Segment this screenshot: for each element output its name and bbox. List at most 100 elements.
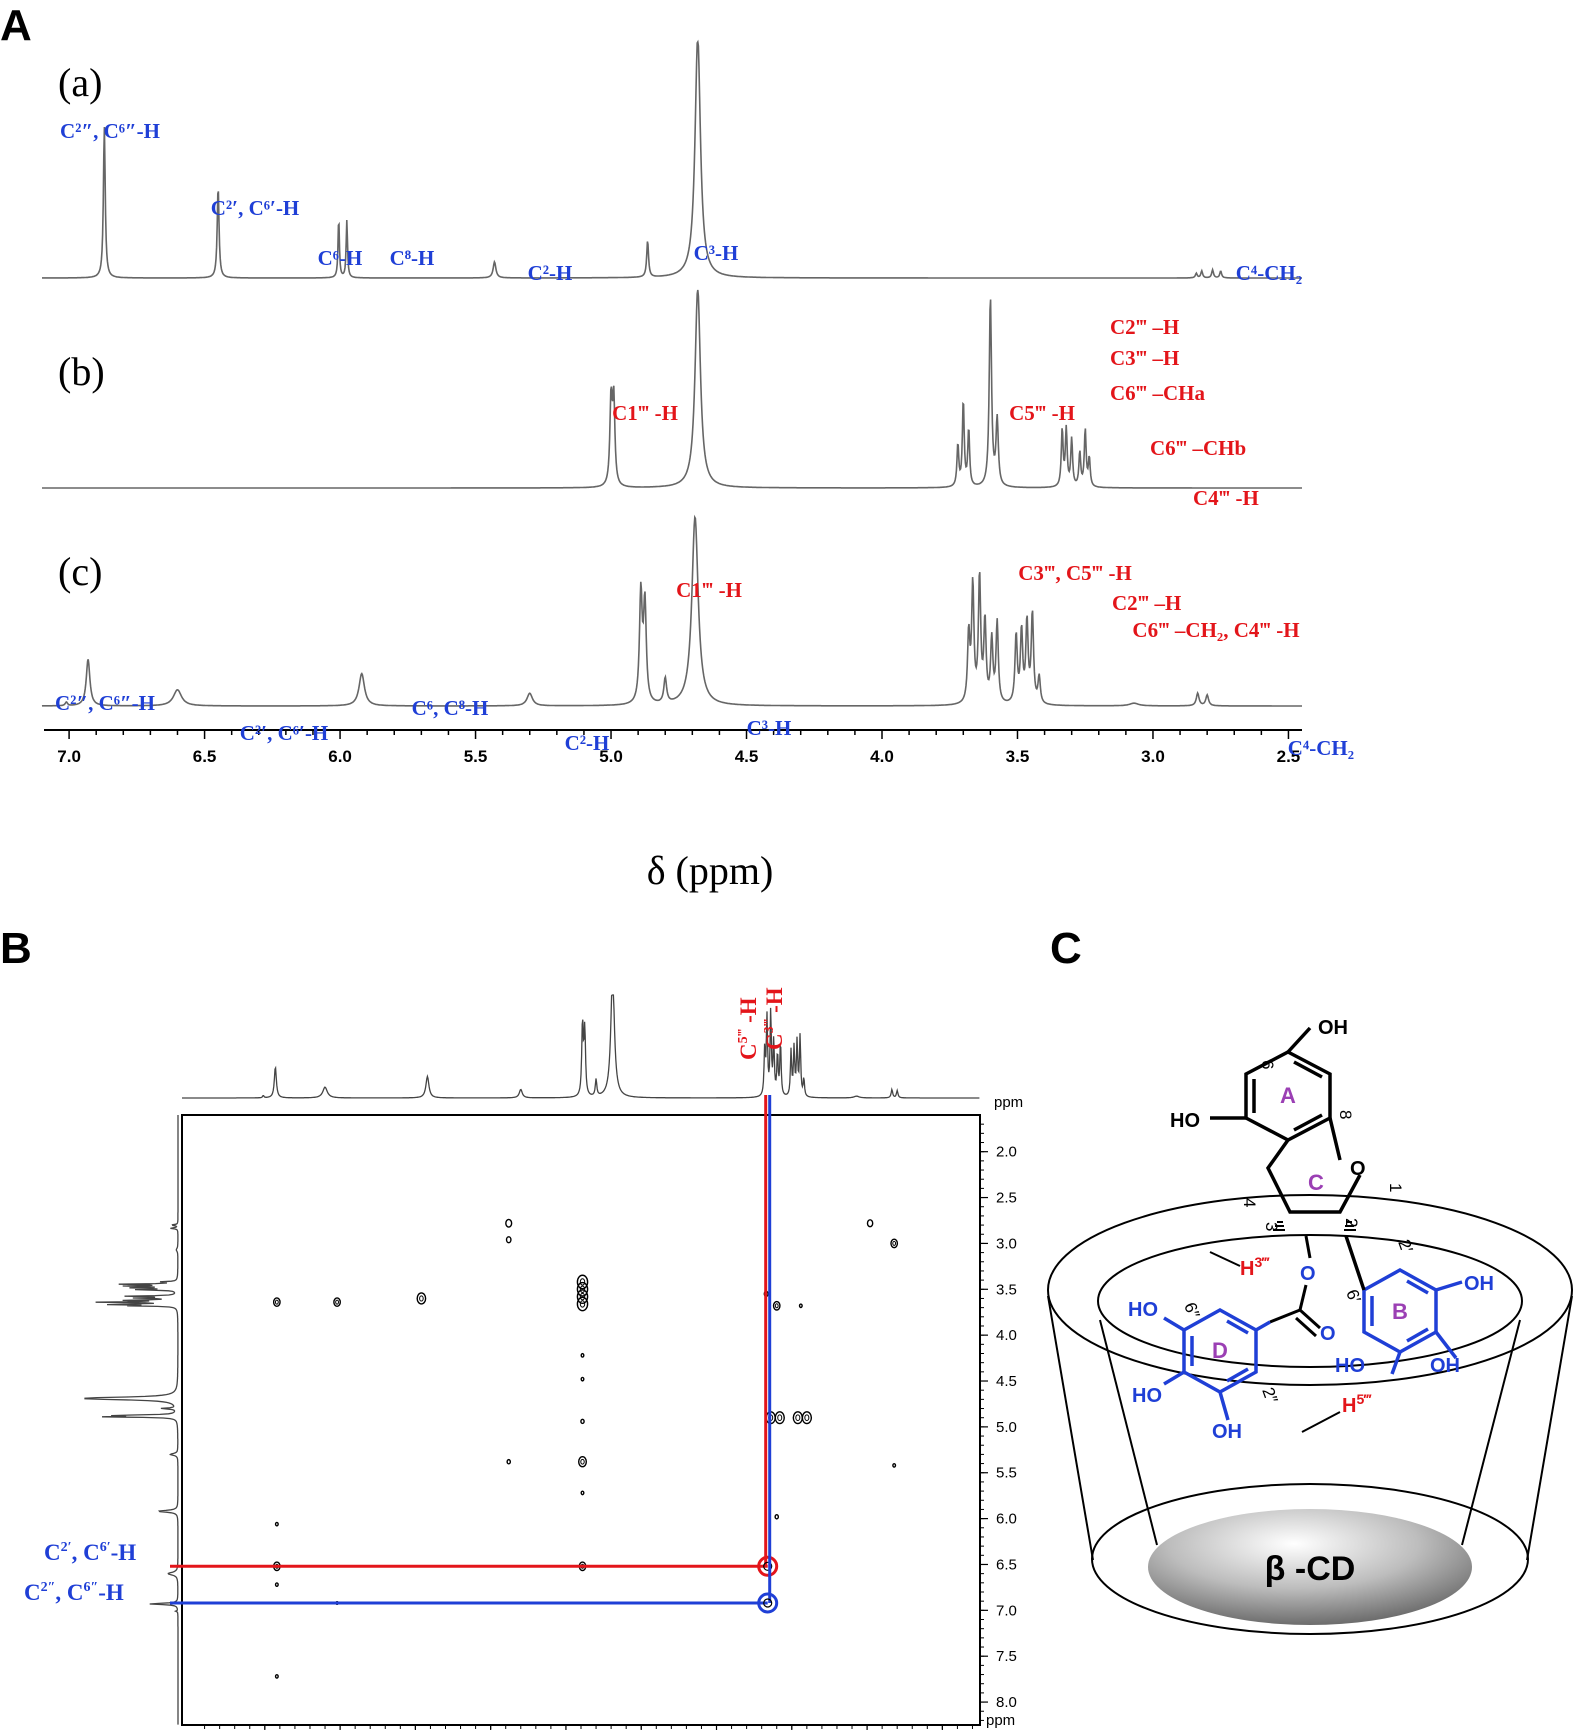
spectrum-c [41, 514, 1302, 707]
peak-annotation: C1‴ -H [612, 401, 678, 425]
panel-b-label-c2pp-c6pp: C2″, C6″-H [24, 1580, 124, 1605]
panel-c-inclusion-complex: β -CD OH HO O A C 6 8 1 2 3 4 [1047, 1017, 1573, 1635]
crosspeak [576, 1281, 589, 1297]
ester-bonds [1269, 1235, 1322, 1338]
spectrum-a [42, 39, 1302, 279]
y-tick-label: 4.5 [996, 1373, 1017, 1390]
crosspeak [333, 1297, 341, 1308]
crosspeak [798, 1303, 803, 1309]
panel-b-ppm-unit-bottom: ppm [986, 1712, 1015, 1729]
y-tick-label: 3.5 [996, 1281, 1017, 1298]
crosspeak [272, 1297, 281, 1308]
svg-text:C3‴ -H: C3‴ -H [762, 987, 787, 1050]
peak-annotation: C²-H [528, 261, 573, 285]
crosspeak [892, 1463, 897, 1468]
peak-annotation: C⁸-H [390, 246, 435, 270]
peak-annotation: C⁴-CH₂ [1288, 736, 1354, 760]
crosspeak [274, 1521, 279, 1527]
crosspeak [506, 1458, 512, 1465]
peak-annotation: C⁴-CH₂ [1236, 261, 1302, 285]
atom-b-oh1: OH [1464, 1273, 1494, 1295]
panel-a-x-axis-title: δ (ppm) [647, 848, 774, 893]
atom-d-oh: OH [1212, 1421, 1242, 1443]
peak-annotation: C²″, C⁶″-H [60, 119, 160, 143]
crosspeak [576, 1289, 589, 1305]
peak-annotation: C2‴ –H [1110, 315, 1179, 339]
crosspeak [890, 1238, 899, 1249]
ring-c-label: C [1308, 1170, 1324, 1195]
panel-b-label-c2p-c6p: C2′, C6′-H [44, 1540, 136, 1565]
peak-annotation: C6‴ –CHa [1110, 381, 1206, 405]
y-tick-label: 2.0 [996, 1144, 1017, 1161]
y-tick-label: 5.0 [996, 1419, 1017, 1436]
x-tick-label: 4.5 [735, 747, 759, 766]
crosspeak [576, 1274, 589, 1290]
ring-d-label: D [1212, 1338, 1228, 1363]
crosspeak [774, 1513, 780, 1520]
h-bonds [1209, 1251, 1341, 1433]
crosspeak [580, 1418, 585, 1425]
cyclodextrin-cavity [1148, 1509, 1472, 1625]
peak-annotation: C3‴, C5‴ -H [1018, 561, 1132, 585]
highlight-crosspeak [763, 1561, 773, 1571]
atom-d-ho2: HO [1132, 1385, 1162, 1407]
num-6p: 6′ [1342, 1287, 1364, 1305]
y-tick-label: 7.5 [996, 1648, 1017, 1665]
highlight-crosspeak [763, 1598, 773, 1608]
crosspeak [576, 1296, 589, 1312]
spectrum-b [42, 289, 1302, 489]
peak-annotation: C2‴ –H [1112, 591, 1181, 615]
panel-b-left-projection [84, 1115, 179, 1725]
peak-annotation: C²-H [565, 731, 610, 755]
x-tick-label: 4.0 [870, 747, 894, 766]
panel-a-letter: A [0, 1, 32, 50]
highlight-circle [757, 1592, 779, 1614]
num-3: 3 [1262, 1222, 1281, 1231]
crosspeak-inner [774, 1303, 779, 1309]
atom-o-ester2: O [1320, 1323, 1336, 1345]
peak-annotation: C⁶, C⁸-H [412, 696, 489, 720]
crosspeak-inner [795, 1414, 801, 1422]
peak-annotation: C5‴ -H [1009, 401, 1075, 425]
ring-b-label: B [1392, 1299, 1408, 1324]
peak-annotation: C²″, C⁶″-H [55, 691, 155, 715]
bond-c2-ringb [1344, 1235, 1366, 1291]
y-tick-label: 4.0 [996, 1327, 1017, 1344]
trace-a-label: (a) [58, 60, 102, 105]
y-tick-label: 7.0 [996, 1602, 1017, 1619]
spectrum-line [42, 289, 1302, 489]
y-tick-label: 6.5 [996, 1556, 1017, 1573]
panel-b-label-c5ppp: C5‴ -H [736, 997, 761, 1060]
crosspeak [801, 1411, 813, 1425]
panel-c-letter: C [1050, 924, 1082, 973]
catechin-core [1210, 1026, 1362, 1214]
crosspeak [774, 1411, 785, 1425]
crosspeak-inner [579, 1300, 586, 1308]
x-tick-label: 3.0 [1141, 747, 1165, 766]
cd-label: β -CD [1265, 1550, 1356, 1588]
atom-o-ring: O [1350, 1158, 1366, 1180]
y-tick-label: 2.5 [996, 1190, 1017, 1207]
peak-annotation: C³-H [694, 241, 739, 265]
crosspeak [274, 1582, 279, 1588]
y-tick-label: 3.0 [996, 1235, 1017, 1252]
crosspeak [580, 1490, 585, 1496]
crosspeak [580, 1352, 585, 1358]
peak-annotation: C6‴ –CHb [1150, 436, 1246, 460]
peak-annotation: C1‴ -H [676, 578, 742, 602]
crosspeak-inner [335, 1299, 339, 1305]
x-tick-label: 5.0 [599, 747, 623, 766]
num-1: 1 [1386, 1183, 1405, 1192]
num-2p: 2′ [1394, 1237, 1416, 1255]
crosspeak [580, 1376, 585, 1382]
num-6: 6 [1258, 1060, 1277, 1069]
crosspeak-inner [579, 1285, 586, 1293]
panel-a-annotations: C²″, C⁶″-H C²′, C⁶′-H C⁶-H C⁸-H C²-H C³-H C⁴-C… [55, 119, 1354, 760]
top-projection-line [182, 994, 980, 1099]
panel-b-highlight-lines [170, 1095, 779, 1614]
panel-b-letter: B [0, 924, 32, 973]
catechin-stereo-bonds [1273, 1221, 1356, 1231]
num-2: 2 [1342, 1218, 1361, 1227]
crosspeak-inner [274, 1299, 279, 1305]
